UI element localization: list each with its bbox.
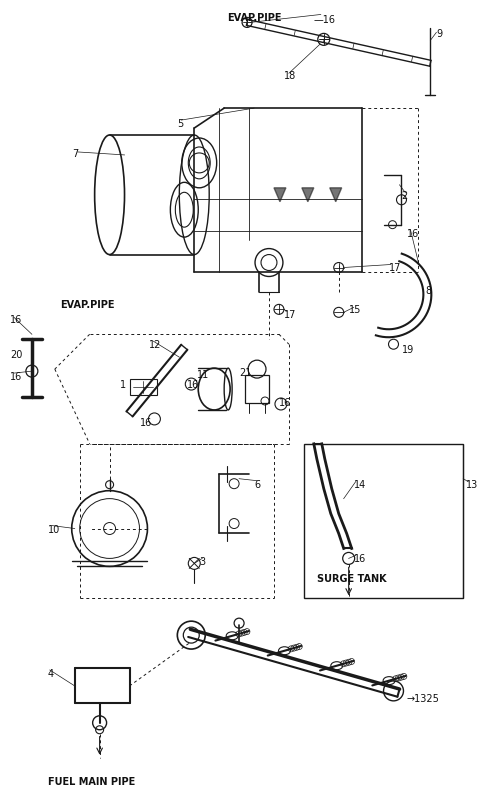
Text: FUEL MAIN PIPE: FUEL MAIN PIPE bbox=[48, 776, 135, 785]
Text: 8: 8 bbox=[425, 286, 432, 296]
Text: 17: 17 bbox=[388, 263, 401, 272]
Text: 18: 18 bbox=[284, 71, 296, 81]
Text: 21: 21 bbox=[239, 368, 252, 377]
Text: 16: 16 bbox=[10, 315, 22, 325]
Bar bbox=[304, 444, 463, 598]
Text: 17: 17 bbox=[284, 310, 296, 320]
Text: 15: 15 bbox=[348, 305, 361, 315]
Polygon shape bbox=[330, 189, 342, 202]
Text: 11: 11 bbox=[197, 369, 209, 380]
Text: 16: 16 bbox=[279, 397, 291, 407]
Text: 16: 16 bbox=[10, 372, 22, 381]
Text: →1325: →1325 bbox=[407, 693, 439, 703]
Text: 4: 4 bbox=[48, 668, 54, 679]
Text: 3: 3 bbox=[199, 556, 205, 567]
Text: 20: 20 bbox=[10, 350, 23, 360]
Text: 7: 7 bbox=[72, 149, 78, 159]
Text: 12: 12 bbox=[149, 340, 162, 350]
Text: —16: —16 bbox=[314, 15, 336, 26]
Text: 16: 16 bbox=[140, 418, 152, 427]
Text: 19: 19 bbox=[401, 344, 414, 355]
Text: 16: 16 bbox=[407, 228, 419, 238]
Text: 16: 16 bbox=[187, 380, 200, 389]
Polygon shape bbox=[274, 189, 286, 202]
Text: 10: 10 bbox=[48, 524, 60, 534]
Polygon shape bbox=[302, 189, 314, 202]
Text: EVAP.PIPE: EVAP.PIPE bbox=[60, 300, 114, 310]
Text: 14: 14 bbox=[354, 479, 366, 489]
Text: 2: 2 bbox=[401, 190, 408, 201]
Text: 13: 13 bbox=[466, 479, 479, 489]
Text: SURGE TANK: SURGE TANK bbox=[317, 573, 386, 584]
Text: 6: 6 bbox=[254, 479, 260, 489]
Text: EVAP.PIPE: EVAP.PIPE bbox=[227, 14, 282, 23]
Bar bbox=[245, 376, 269, 403]
Bar bbox=[130, 380, 157, 396]
Text: 16: 16 bbox=[354, 554, 366, 564]
Text: 1: 1 bbox=[120, 380, 126, 389]
Text: 5: 5 bbox=[177, 119, 183, 129]
Text: 9: 9 bbox=[436, 30, 443, 39]
